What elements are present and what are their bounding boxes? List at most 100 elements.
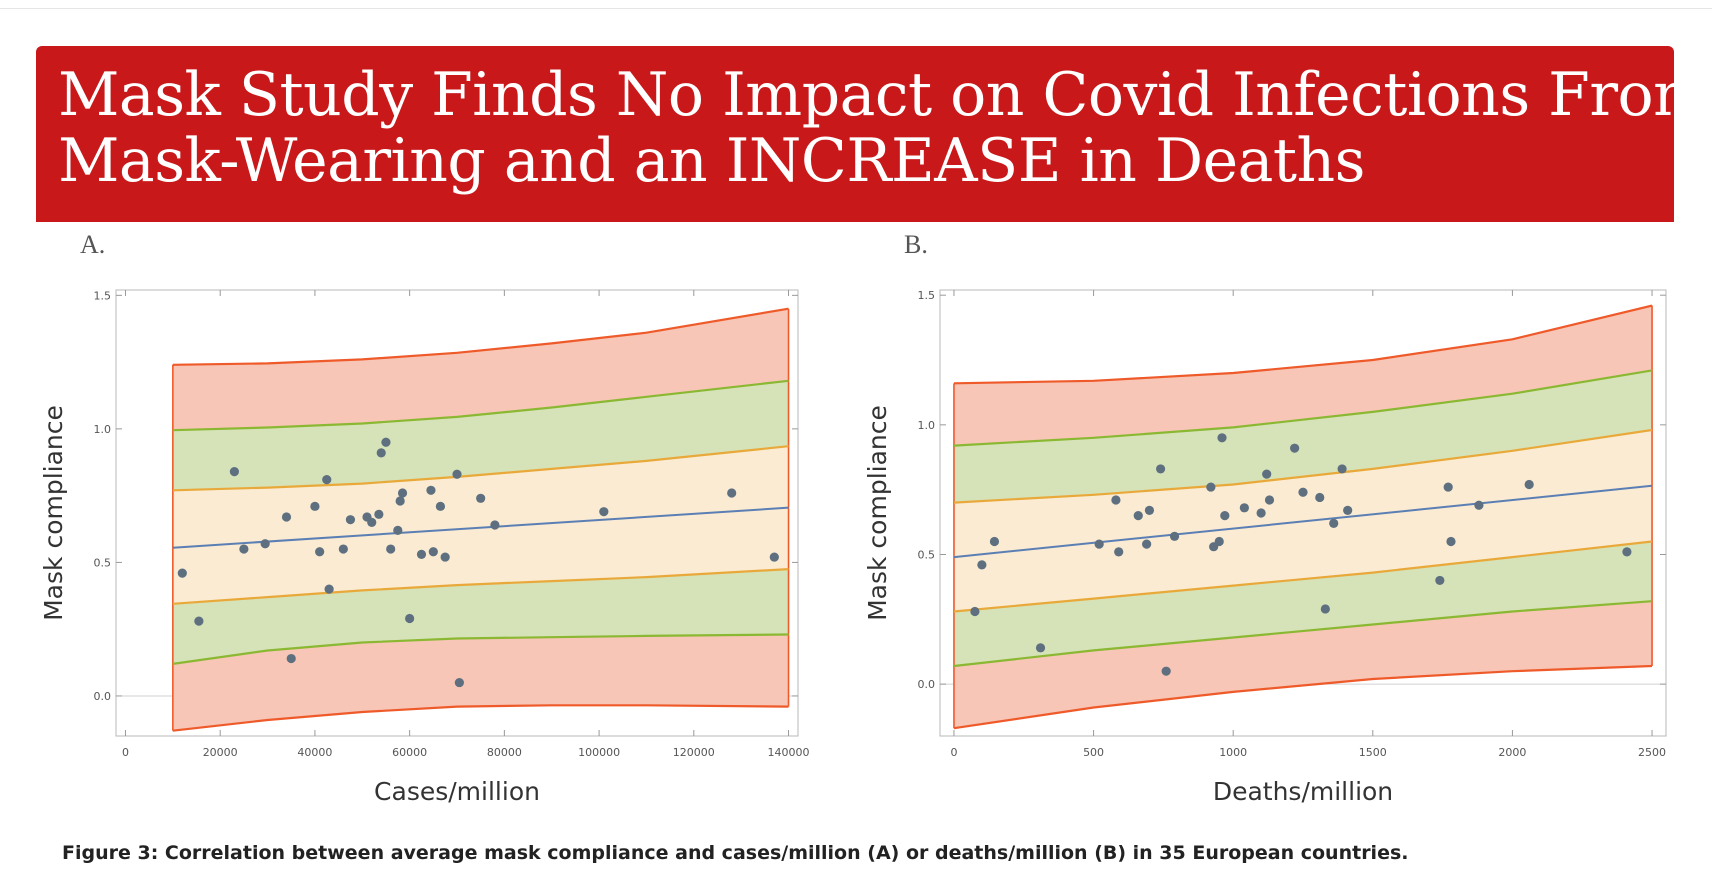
data-point [229,467,240,477]
outer-lower-line [172,704,789,732]
data-point [977,560,987,570]
x-tick-label: 500 [1083,746,1104,759]
data-point [395,496,405,506]
headline-line-1: Mask Study Finds No Impact on Covid Infe… [58,60,1710,130]
data-point [476,493,486,503]
band-mid-upper [954,370,1652,503]
data-point [338,544,348,554]
data-point [1343,505,1353,516]
data-point [393,525,403,535]
y-axis-label: Mask compliance [863,405,892,621]
x-tick-label: 80000 [487,746,522,759]
data-point [1446,536,1456,547]
data-point [1169,531,1180,541]
data-point [1524,479,1534,490]
data-point [1315,492,1325,503]
data-point [381,437,391,447]
y-tick-label: 0.5 [918,548,936,561]
y-tick-label: 0.5 [94,556,112,569]
band-mid-lower [172,569,789,664]
band-outer-lower [954,601,1652,729]
x-tick-label: 2500 [1638,746,1666,759]
data-point [1443,482,1453,492]
x-axis-label: Cases/million [374,777,540,806]
y-tick-label: 1.5 [918,289,936,302]
y-tick-label: 0.0 [94,690,112,703]
data-point [1214,536,1224,547]
inner-lower-line [953,540,1653,613]
figure-caption: Figure 3: Correlation between average ma… [62,842,1409,864]
x-tick-label: 0 [950,746,957,759]
data-point [397,488,408,498]
x-tick-label: 60000 [392,746,427,759]
data-point [1206,482,1216,492]
data-point [386,544,396,554]
band-outer-upper [954,305,1652,446]
band-outer-lower [172,634,789,731]
outer-lower-line [953,664,1653,730]
chart-b: 0 500 1000 1500 2000 2500 0.0 0.5 1.0 1.5 Deaths/m… [863,289,1667,806]
data-point [281,512,292,522]
data-point [1474,500,1484,510]
data-point [260,539,270,549]
data-point [345,515,356,525]
data-point [440,552,450,562]
data-point [1217,433,1227,443]
data-point [239,544,249,554]
x-tick-label: 1000 [1219,746,1247,759]
headline-banner: Mask Study Finds No Impact on Covid Infe… [36,46,1710,222]
y-tick-label: 1.5 [94,289,112,302]
data-point [1094,539,1104,549]
x-axis-label: Deaths/million [1213,777,1393,806]
top-divider [0,8,1712,9]
data-point [1264,495,1275,505]
data-point [1298,487,1308,497]
data-point [1111,495,1121,505]
data-point [324,584,334,594]
inner-lower-line [172,568,789,605]
data-point [194,616,204,626]
data-point [452,469,462,479]
x-tick-label: 40000 [297,746,332,759]
x-tick-label: 2000 [1498,746,1526,759]
fit-line [172,506,789,549]
data-point [367,517,377,527]
x-tick-label: 0 [122,746,129,759]
data-point [454,677,464,688]
fit-line [953,484,1653,559]
data-point [435,501,446,511]
data-point [376,448,386,458]
mid-upper-line [953,369,1653,447]
y-tick-label: 1.0 [94,423,112,436]
data-point [374,509,384,519]
data-point [769,552,779,562]
band-mid-lower [954,541,1652,666]
data-point [322,475,332,485]
mid-lower-line [953,600,1653,668]
panel-a-letter: A. [80,230,106,259]
data-point [428,547,438,557]
data-point [286,653,296,664]
mid-upper-line [172,379,789,432]
data-point [1290,443,1300,453]
data-point [1337,464,1347,474]
headline-line-2: Mask-Wearing and an INCREASE in Deaths [58,126,1365,196]
data-point [1161,666,1171,676]
data-point [416,549,427,559]
band-mid-upper [172,380,789,491]
data-point [1144,505,1155,516]
inner-upper-line [953,428,1653,504]
data-point [490,520,500,530]
data-point [1220,510,1230,521]
data-point [1114,547,1124,557]
data-point [727,488,737,498]
panel-b-letter: B. [904,230,928,259]
chart-a: 0 20000 40000 60000 80000 100000 120000 140000 0… [39,289,810,806]
band-outer-upper [172,308,789,431]
outer-upper-line [172,307,789,366]
data-point [426,485,436,495]
x-tick-label: 140000 [768,746,810,759]
data-point [1133,510,1143,521]
x-tick-label: 1500 [1359,746,1387,759]
x-tick-label: 120000 [673,746,715,759]
